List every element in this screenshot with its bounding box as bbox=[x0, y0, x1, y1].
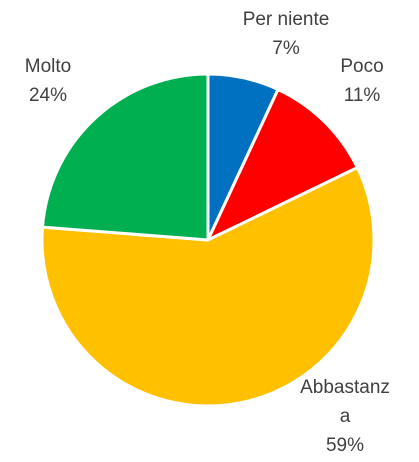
pie-slice bbox=[40, 166, 376, 408]
value-label: 59% bbox=[325, 435, 365, 456]
pie-slice bbox=[206, 87, 359, 242]
slice-label: Abbastanza 59% bbox=[298, 373, 393, 460]
category-label: Molto bbox=[24, 56, 72, 77]
slice-label: Molto 24% bbox=[8, 52, 88, 110]
category-label: Per niente bbox=[242, 9, 330, 30]
value-label: 11% bbox=[343, 85, 381, 106]
slice-label: Per niente 7% bbox=[226, 5, 346, 63]
value-label: 7% bbox=[272, 38, 300, 59]
pie-slice bbox=[41, 72, 210, 242]
slice-label: Poco 11% bbox=[322, 52, 402, 110]
category-label: Abbastanza bbox=[300, 377, 390, 427]
category-label: Poco bbox=[340, 56, 384, 77]
value-label: 24% bbox=[28, 85, 68, 106]
